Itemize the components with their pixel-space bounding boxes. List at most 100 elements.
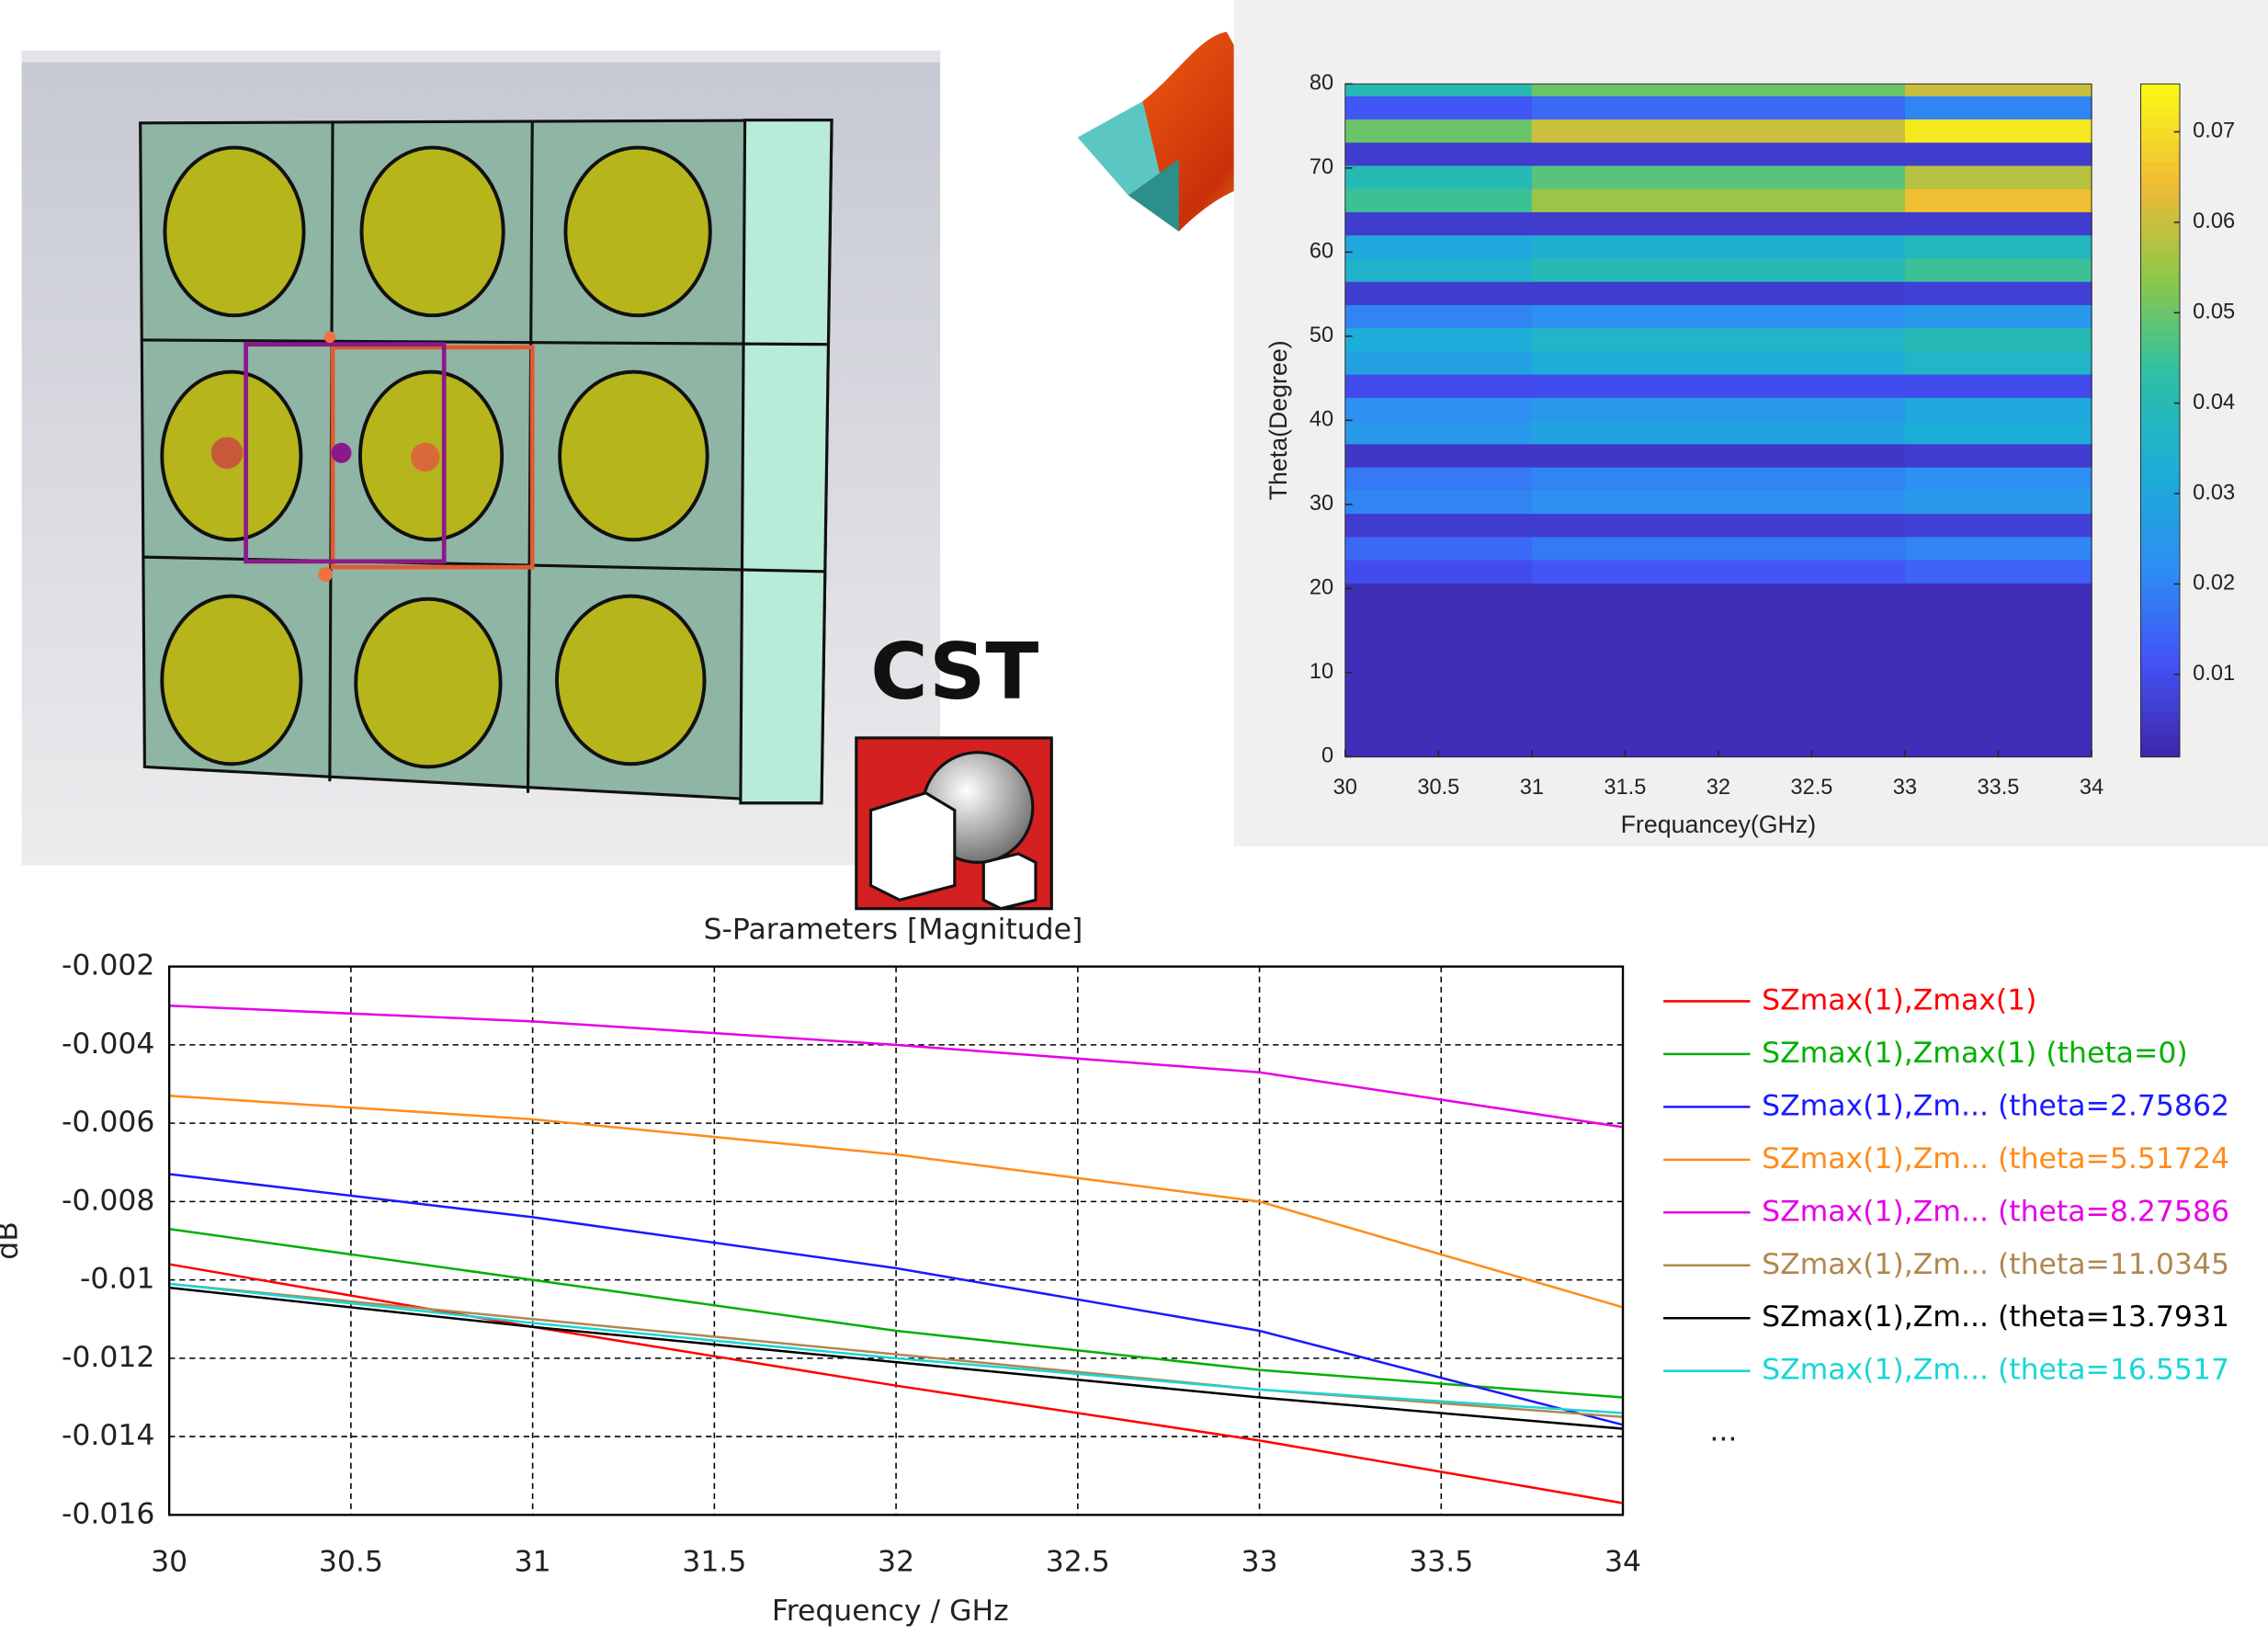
heat-cell (1532, 583, 1906, 607)
heat-cell (1905, 444, 2092, 468)
colorbar-segment (2140, 196, 2179, 208)
x-tick-label: 30.5 (319, 1545, 383, 1578)
heat-cell (1905, 351, 2092, 375)
substrate-edge (741, 120, 832, 803)
heat-cell (1345, 467, 1533, 491)
marker (324, 332, 336, 344)
colorbar-tick-label: 0.01 (2193, 662, 2235, 686)
heat-cell (1532, 119, 1906, 142)
colorbar-segment (2140, 252, 2179, 264)
x-tick-label: 34 (1605, 1545, 1641, 1578)
heat-cell (1532, 211, 1906, 235)
colorbar-segment (2140, 678, 2179, 690)
y-tick-label: 60 (1310, 240, 1333, 264)
heat-cell (1905, 560, 2092, 584)
heat-cell (1532, 234, 1906, 258)
colorbar-segment (2140, 521, 2179, 533)
colorbar-segment (2140, 633, 2179, 645)
x-tick-label: 33.5 (1409, 1545, 1473, 1578)
colorbar-segment (2140, 588, 2179, 600)
heat-cell (1905, 211, 2092, 235)
heat-cell (1345, 560, 1533, 584)
y-tick-label: 40 (1310, 408, 1333, 432)
y-tick-label: 20 (1310, 576, 1333, 600)
heat-cell (1345, 606, 1533, 630)
heat-cell (1345, 653, 1533, 676)
colorbar-tick-label: 0.05 (2193, 300, 2235, 324)
heat-cell (1345, 142, 1533, 165)
colorbar-segment (2140, 219, 2179, 231)
heat-cell (1345, 490, 1533, 514)
heat-cell (1345, 397, 1533, 421)
colorbar-segment (2140, 152, 2179, 164)
heat-cell (1532, 630, 1906, 653)
heat-cell (1905, 327, 2092, 351)
colorbar-segment (2140, 275, 2179, 287)
marker (318, 567, 333, 582)
heat-cell (1532, 606, 1906, 630)
colorbar-segment (2140, 163, 2179, 175)
heat-cell (1345, 327, 1533, 351)
heat-cell (1532, 467, 1906, 491)
x-axis-label: Frequancey(GHz) (1621, 811, 1817, 838)
x-tick-label: 33 (1893, 776, 1917, 800)
y-tick-label: -0.016 (62, 1497, 154, 1530)
heat-cell (1905, 258, 2092, 282)
heat-cell (1905, 84, 2092, 96)
colorbar-segment (2140, 745, 2179, 757)
heat-cell (1532, 165, 1906, 189)
heat-cell (1905, 467, 2092, 491)
colorbar-segment (2140, 230, 2179, 242)
heat-cell (1345, 698, 1533, 722)
y-axis-label: Theta(Degree) (1264, 340, 1292, 500)
heat-cell (1532, 397, 1906, 421)
heat-cell (1905, 304, 2092, 328)
heat-cell (1532, 351, 1906, 375)
heat-cell (1532, 281, 1906, 305)
heat-cell (1345, 721, 1533, 745)
heat-cell (1905, 698, 2092, 722)
x-axis-label: Frequency / GHz (772, 1595, 1009, 1628)
colorbar-segment (2140, 364, 2179, 376)
colorbar-segment (2140, 84, 2179, 96)
heat-cell (1905, 165, 2092, 189)
colorbar-segment (2140, 600, 2179, 612)
x-tick-label: 33 (1242, 1545, 1278, 1578)
colorbar-segment (2140, 566, 2179, 578)
colorbar-segment (2140, 499, 2179, 511)
heat-cell (1905, 96, 2092, 119)
heat-cell (1345, 351, 1533, 375)
port (331, 443, 351, 463)
heat-cell (1905, 537, 2092, 561)
heat-cell (1905, 583, 2092, 607)
y-tick-label: -0.002 (62, 949, 154, 982)
heat-cell (1532, 142, 1906, 165)
colorbar-segment (2140, 656, 2179, 668)
colorbar-segment (2140, 577, 2179, 589)
page: {"cst_logo": "CST", "chart_data": [ {"ty… (0, 0, 2268, 1635)
colorbar-segment (2140, 644, 2179, 656)
heat-cell (1905, 653, 2092, 676)
colorbar-segment (2140, 622, 2179, 634)
heat-cell (1345, 281, 1533, 305)
colorbar-segment (2140, 342, 2179, 354)
x-tick-label: 31 (515, 1545, 551, 1578)
colorbar-segment (2140, 118, 2179, 130)
heat-cell (1345, 96, 1533, 119)
colorbar-segment (2140, 376, 2179, 388)
x-tick-label: 30 (1333, 776, 1357, 800)
colorbar-tick-label: 0.06 (2193, 210, 2235, 233)
colorbar-segment (2140, 398, 2179, 410)
colorbar-segment (2140, 734, 2179, 746)
colorbar-segment (2140, 667, 2179, 679)
legend-more: ... (1709, 1415, 1737, 1448)
heat-cell (1905, 188, 2092, 212)
heat-cell (1345, 444, 1533, 468)
heat-cell (1345, 630, 1533, 653)
colorbar-segment (2140, 353, 2179, 365)
heat-cell (1905, 606, 2092, 630)
legend-label: SZmax(1),Zm... (theta=16.5517 (1762, 1354, 2229, 1387)
legend-label: SZmax(1),Zm... (theta=2.75862 (1762, 1089, 2229, 1122)
colorbar-segment (2140, 96, 2179, 108)
